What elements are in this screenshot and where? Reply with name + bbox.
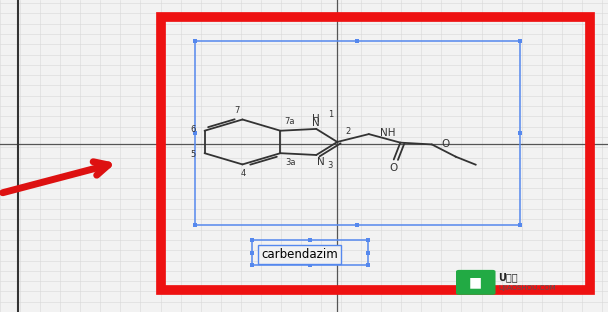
Text: O: O [390,163,398,173]
Bar [195,41,520,225]
Text: H: H [313,114,320,124]
Text: 7a: 7a [284,117,294,126]
Text: O: O [441,139,449,149]
Text: N: N [313,118,320,128]
Bar [252,240,368,265]
Text: carbendazim: carbendazim [261,248,338,261]
Text: UJIAOSHOU.COM: UJIAOSHOU.COM [499,285,556,291]
Text: ■: ■ [469,275,482,289]
Text: 7: 7 [234,106,240,115]
Text: 3a: 3a [285,158,295,167]
Text: U教授: U教授 [499,272,518,282]
Text: NH: NH [380,128,395,138]
Text: N: N [317,157,325,167]
Text: 6: 6 [191,125,196,134]
FancyBboxPatch shape [456,270,496,295]
Text: 2: 2 [346,127,351,136]
Text: 3: 3 [327,161,333,170]
Text: 4: 4 [241,169,246,178]
Text: 5: 5 [191,150,196,159]
Text: 1: 1 [328,110,334,119]
Bar [161,17,590,290]
